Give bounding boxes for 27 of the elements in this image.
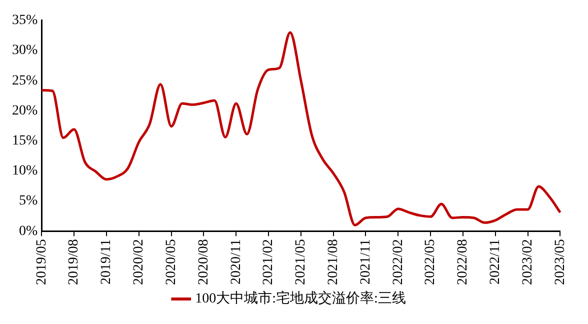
- x-tick-label: 2023/02: [520, 239, 536, 285]
- y-tick-label: 10%: [12, 164, 38, 179]
- x-tick-label: 2022/11: [488, 239, 504, 284]
- x-tick-label: 2019/08: [66, 239, 82, 285]
- x-tick-label: 2019/05: [34, 239, 50, 285]
- x-tick-label: 2022/02: [390, 239, 406, 285]
- y-tick-label: 25%: [12, 73, 38, 88]
- x-tick-label: 2021/11: [358, 239, 374, 284]
- x-tick-label: 2019/11: [99, 239, 114, 284]
- x-tick-label: 2022/05: [423, 239, 438, 285]
- x-tick-label: 2020/02: [132, 239, 147, 285]
- y-tick-label: 30%: [12, 43, 38, 58]
- x-tick-label: 2021/08: [326, 239, 342, 285]
- y-tick-label: 15%: [12, 133, 38, 148]
- x-tick-label: 2022/08: [456, 239, 471, 285]
- y-tick-label: 0%: [18, 224, 38, 239]
- x-tick-label: 2020/05: [164, 239, 179, 285]
- y-tick-label: 5%: [18, 194, 38, 209]
- x-tick-label: 2020/11: [228, 239, 244, 284]
- line-series: [40, 31, 562, 226]
- x-tick-label: 2020/08: [196, 239, 212, 285]
- y-tick-label: 20%: [12, 103, 38, 118]
- x-tick-label: 2021/05: [294, 239, 309, 285]
- x-tick-label: 2021/02: [261, 239, 276, 285]
- legend-label: 100大中城市:宅地成交溢价率:三线: [195, 290, 406, 307]
- y-tick-label: 35%: [12, 13, 38, 28]
- x-tick-label: 2023/05: [552, 239, 568, 285]
